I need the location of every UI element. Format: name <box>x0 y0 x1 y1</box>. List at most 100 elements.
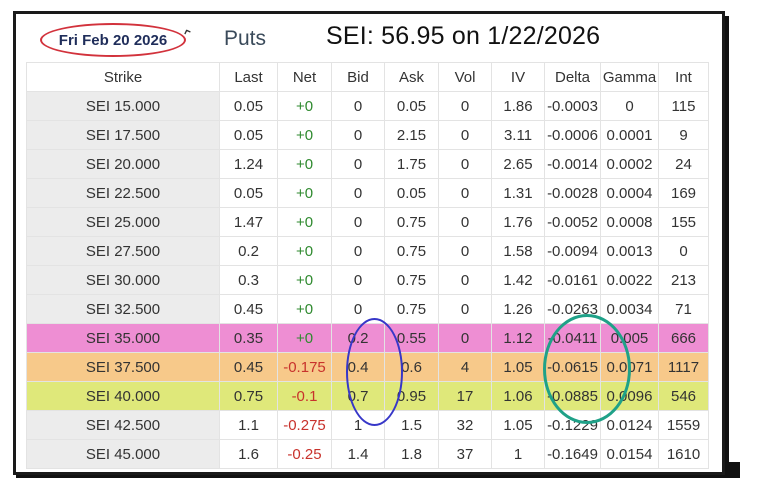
int-cell: 0 <box>658 236 709 266</box>
bid-cell: 1 <box>331 410 385 440</box>
vol-cell: 0 <box>438 207 492 237</box>
column-header-iv[interactable]: IV <box>491 62 545 92</box>
delta-cell: -0.0094 <box>544 236 601 266</box>
strike-cell: SEI 30.000 <box>26 265 220 295</box>
last-cell: 0.75 <box>219 381 278 411</box>
iv-cell: 1 <box>491 439 545 469</box>
table-row[interactable]: SEI 45.000 1.6 -0.25 1.4 1.8 37 1 -0.1649 0.0154… <box>26 439 709 469</box>
net-cell: +0 <box>277 91 332 121</box>
vol-cell: 0 <box>438 178 492 208</box>
vol-cell: 0 <box>438 91 492 121</box>
ask-cell: 2.15 <box>384 120 439 150</box>
iv-cell: 1.86 <box>491 91 545 121</box>
table-row[interactable]: SEI 40.000 0.75 -0.1 0.7 0.95 17 1.06 -0.0885 0.… <box>26 381 709 411</box>
gamma-cell: 0.0124 <box>600 410 659 440</box>
table-row[interactable]: SEI 42.500 1.1 -0.275 1 1.5 32 1.05 -0.1229 0.01… <box>26 410 709 440</box>
gamma-cell: 0.0034 <box>600 294 659 324</box>
column-header-vol[interactable]: Vol <box>438 62 492 92</box>
table-row[interactable]: SEI 25.000 1.47 +0 0 0.75 0 1.76 -0.0052 0.0008 1… <box>26 207 709 237</box>
gamma-cell: 0.0022 <box>600 265 659 295</box>
gamma-cell: 0.0013 <box>600 236 659 266</box>
strike-cell: SEI 17.500 <box>26 120 220 150</box>
delta-cell: -0.0263 <box>544 294 601 324</box>
gamma-cell: 0.0154 <box>600 439 659 469</box>
vol-cell: 0 <box>438 265 492 295</box>
ask-cell: 0.05 <box>384 91 439 121</box>
ask-cell: 0.95 <box>384 381 439 411</box>
strike-cell: SEI 32.500 <box>26 294 220 324</box>
column-header-last[interactable]: Last <box>219 62 278 92</box>
int-cell: 1610 <box>658 439 709 469</box>
vol-cell: 37 <box>438 439 492 469</box>
strike-cell: SEI 42.500 <box>26 410 220 440</box>
vol-cell: 17 <box>438 381 492 411</box>
last-cell: 0.3 <box>219 265 278 295</box>
last-cell: 0.05 <box>219 91 278 121</box>
iv-cell: 2.65 <box>491 149 545 179</box>
delta-cell: -0.0028 <box>544 178 601 208</box>
bid-cell: 0.2 <box>331 323 385 353</box>
ask-cell: 0.75 <box>384 207 439 237</box>
underlying-price-title: SEI: 56.95 on 1/22/2026 <box>326 22 601 50</box>
delta-cell: -0.0003 <box>544 91 601 121</box>
column-header-gamma[interactable]: Gamma <box>600 62 659 92</box>
vol-cell: 0 <box>438 323 492 353</box>
int-cell: 24 <box>658 149 709 179</box>
vol-cell: 4 <box>438 352 492 382</box>
delta-cell: -0.0615 <box>544 352 601 382</box>
delta-cell: -0.1229 <box>544 410 601 440</box>
int-cell: 115 <box>658 91 709 121</box>
table-row[interactable]: SEI 37.500 0.45 -0.175 0.4 0.6 4 1.05 -0.0615 0.… <box>26 352 709 382</box>
delta-cell: -0.1649 <box>544 439 601 469</box>
iv-cell: 1.12 <box>491 323 545 353</box>
iv-cell: 1.58 <box>491 236 545 266</box>
gamma-cell: 0.0001 <box>600 120 659 150</box>
table-row[interactable]: SEI 32.500 0.45 +0 0 0.75 0 1.26 -0.0263 0.0034 7… <box>26 294 709 324</box>
gamma-cell: 0.0096 <box>600 381 659 411</box>
net-cell: -0.1 <box>277 381 332 411</box>
int-cell: 169 <box>658 178 709 208</box>
column-header-bid[interactable]: Bid <box>331 62 385 92</box>
last-cell: 0.35 <box>219 323 278 353</box>
ask-cell: 1.5 <box>384 410 439 440</box>
expiry-date-selector[interactable]: Fri Feb 20 2026 <box>40 23 186 57</box>
strike-cell: SEI 27.500 <box>26 236 220 266</box>
frame-shadow-right <box>725 16 729 478</box>
vol-cell: 0 <box>438 236 492 266</box>
column-header-strike[interactable]: Strike <box>26 62 220 92</box>
bid-cell: 0 <box>331 236 385 266</box>
last-cell: 1.6 <box>219 439 278 469</box>
column-header-ask[interactable]: Ask <box>384 62 439 92</box>
ask-cell: 0.75 <box>384 294 439 324</box>
vol-cell: 0 <box>438 120 492 150</box>
table-row[interactable]: SEI 27.500 0.2 +0 0 0.75 0 1.58 -0.0094 0.0013 0 <box>26 236 709 266</box>
table-row[interactable]: SEI 20.000 1.24 +0 0 1.75 0 2.65 -0.0014 0.0002 2… <box>26 149 709 179</box>
net-cell: -0.275 <box>277 410 332 440</box>
iv-cell: 1.31 <box>491 178 545 208</box>
table-row[interactable]: SEI 17.500 0.05 +0 0 2.15 0 3.11 -0.0006 0.0001 9 <box>26 120 709 150</box>
gamma-cell: 0.0008 <box>600 207 659 237</box>
bid-cell: 0 <box>331 294 385 324</box>
ask-cell: 1.8 <box>384 439 439 469</box>
column-header-net[interactable]: Net <box>277 62 332 92</box>
iv-cell: 3.11 <box>491 120 545 150</box>
int-cell: 213 <box>658 265 709 295</box>
gamma-cell: 0 <box>600 91 659 121</box>
table-row[interactable]: SEI 35.000 0.35 +0 0.2 0.55 0 1.12 -0.0411 0.005… <box>26 323 709 353</box>
table-row[interactable]: SEI 30.000 0.3 +0 0 0.75 0 1.42 -0.0161 0.0022 21… <box>26 265 709 295</box>
column-header-int[interactable]: Int <box>658 62 709 92</box>
iv-cell: 1.05 <box>491 352 545 382</box>
delta-cell: -0.0411 <box>544 323 601 353</box>
expiry-date-label: Fri Feb 20 2026 <box>58 31 168 49</box>
frame-shadow-bottom <box>16 473 740 478</box>
column-header-delta[interactable]: Delta <box>544 62 601 92</box>
last-cell: 1.24 <box>219 149 278 179</box>
vol-cell: 0 <box>438 149 492 179</box>
ask-cell: 0.05 <box>384 178 439 208</box>
table-row[interactable]: SEI 22.500 0.05 +0 0 0.05 0 1.31 -0.0028 0.0004 1… <box>26 178 709 208</box>
strike-cell: SEI 20.000 <box>26 149 220 179</box>
ask-cell: 0.6 <box>384 352 439 382</box>
net-cell: +0 <box>277 294 332 324</box>
table-row[interactable]: SEI 15.000 0.05 +0 0 0.05 0 1.86 -0.0003 0 115 <box>26 91 709 121</box>
delta-cell: -0.0161 <box>544 265 601 295</box>
